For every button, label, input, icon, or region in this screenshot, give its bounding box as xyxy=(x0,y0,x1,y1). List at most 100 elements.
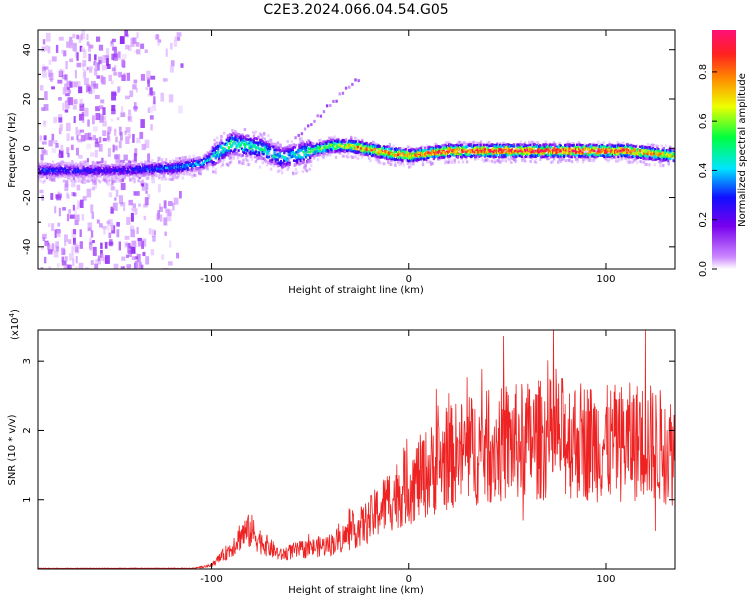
ridge-cell xyxy=(323,152,326,156)
noise-speckle xyxy=(98,143,103,152)
noise-speckle xyxy=(64,109,69,113)
noise-speckle xyxy=(115,189,119,198)
noise-speckle xyxy=(42,120,47,128)
ridge-halo-cell xyxy=(222,158,226,162)
ridge-cell xyxy=(321,146,324,149)
noise-speckle xyxy=(128,109,132,116)
ridge-cell xyxy=(361,140,364,144)
ridge-halo-cell xyxy=(493,160,496,164)
noise-speckle xyxy=(136,253,141,263)
ridge-halo-cell xyxy=(645,163,648,167)
ridge-halo-cell xyxy=(586,157,589,161)
ridge-halo-cell xyxy=(486,157,490,161)
ridge-cell xyxy=(448,150,451,153)
noise-speckle xyxy=(115,136,118,143)
ridge-cell xyxy=(184,158,187,162)
ridge-cell xyxy=(146,168,149,171)
ridge-cell xyxy=(402,149,405,152)
noise-speckle xyxy=(61,247,65,256)
ridge-cell xyxy=(236,139,239,143)
ridge-halo-cell xyxy=(195,169,198,173)
noise-speckle xyxy=(59,69,63,76)
ridge-halo-cell xyxy=(405,158,408,162)
ridge-cell xyxy=(155,173,158,177)
noise-speckle xyxy=(108,219,113,226)
ridge-cell xyxy=(197,168,200,172)
ridge-cell xyxy=(234,147,237,151)
ridge-halo-cell xyxy=(71,160,74,164)
noise-speckle xyxy=(124,30,129,37)
noise-speckle xyxy=(70,144,74,151)
ridge-cell xyxy=(264,160,267,163)
ridge-halo-cell xyxy=(347,151,350,155)
noise-speckle xyxy=(100,242,103,249)
ridge-cell xyxy=(282,155,285,159)
noise-speckle xyxy=(157,156,161,161)
ridge-cell xyxy=(507,147,510,150)
ridge-cell xyxy=(176,169,180,172)
noise-speckle xyxy=(82,60,87,67)
ridge-cell xyxy=(394,154,398,157)
noise-speckle xyxy=(102,107,106,116)
ridge-halo-cell xyxy=(569,141,572,145)
ridge-cell xyxy=(515,147,518,150)
ridge-cell xyxy=(427,151,430,155)
ridge-halo-cell xyxy=(508,158,512,162)
noise-speckle xyxy=(61,256,65,262)
noise-speckle xyxy=(78,86,83,94)
ridge-cell xyxy=(340,144,343,148)
ridge-halo-cell xyxy=(521,159,524,163)
ridge-halo-cell xyxy=(254,130,258,134)
ridge-cell xyxy=(213,148,216,152)
ridge-halo-cell xyxy=(394,163,397,167)
noise-speckle xyxy=(76,135,79,141)
ridge-cell xyxy=(573,145,577,149)
noise-speckle xyxy=(141,183,144,187)
ridge-cell xyxy=(141,174,144,177)
ridge-cell xyxy=(201,161,204,165)
ridge-halo-cell xyxy=(668,158,672,162)
ridge-cell xyxy=(104,175,107,178)
noise-speckle xyxy=(74,220,79,226)
ridge-halo-cell xyxy=(619,142,622,146)
ridge-halo-cell xyxy=(448,157,451,161)
noise-speckle xyxy=(70,136,74,141)
ridge-halo-cell xyxy=(532,141,535,145)
noise-speckle xyxy=(92,240,95,244)
ridge-cell xyxy=(228,151,232,155)
ridge-cell xyxy=(551,143,554,147)
noise-speckle xyxy=(62,207,66,211)
noise-speckle xyxy=(106,63,111,70)
ridge-halo-cell xyxy=(178,157,182,161)
ridge-cell xyxy=(235,146,238,149)
ridge-cell xyxy=(118,173,121,176)
noise-speckle xyxy=(117,86,120,93)
ridge-halo-cell xyxy=(406,145,409,149)
ridge-cell xyxy=(236,138,239,141)
ridge-cell xyxy=(318,153,322,157)
ridge-halo-cell xyxy=(355,153,358,157)
ridge-halo-cell xyxy=(395,151,398,155)
ridge-cell xyxy=(239,143,242,147)
ridge-halo-cell xyxy=(46,176,49,180)
ridge-halo-cell xyxy=(519,140,523,144)
ridge-cell xyxy=(573,155,577,159)
ridge-halo-cell xyxy=(407,145,411,149)
noise-speckle xyxy=(174,36,180,41)
ridge-halo-cell xyxy=(652,143,655,147)
ridge-halo-cell xyxy=(322,156,325,160)
noise-speckle xyxy=(108,232,112,239)
noise-speckle xyxy=(66,133,70,141)
ridge-halo-cell xyxy=(402,147,405,151)
noise-speckle xyxy=(167,209,172,217)
noise-speckle xyxy=(165,48,168,57)
ridge-cell xyxy=(297,150,300,154)
spectrogram-heat-layer xyxy=(38,30,675,269)
ridge-cell xyxy=(334,139,337,143)
ridge-halo-cell xyxy=(84,180,88,184)
ridge-halo-cell xyxy=(373,142,376,146)
ridge-halo-cell xyxy=(182,156,186,160)
ridge-cell xyxy=(54,169,57,173)
ridge-halo-cell xyxy=(235,150,238,154)
noise-speckle xyxy=(73,242,78,252)
